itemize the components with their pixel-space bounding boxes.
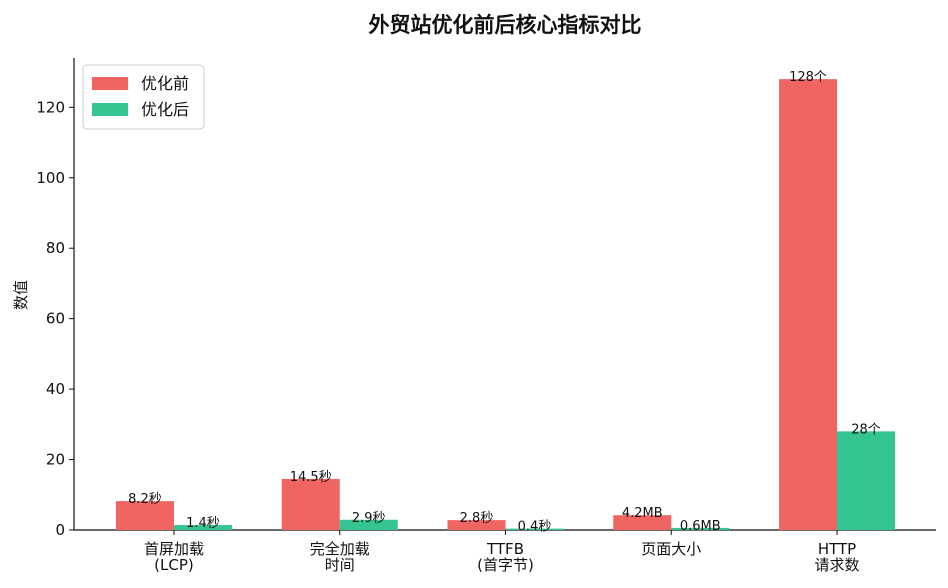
bar-after bbox=[837, 431, 896, 530]
data-label: 4.2MB bbox=[622, 506, 663, 521]
x-tick-label: 时间 bbox=[325, 556, 355, 574]
y-axis-label: 数值 bbox=[12, 280, 30, 310]
y-tick-label: 100 bbox=[36, 169, 65, 187]
legend-label: 优化后 bbox=[141, 100, 189, 119]
bar-before bbox=[613, 515, 672, 530]
data-label: 1.4秒 bbox=[186, 516, 220, 531]
y-tick-label: 40 bbox=[46, 380, 65, 398]
x-tick-label: TTFB bbox=[486, 540, 524, 558]
x-tick-label: 完全加载 bbox=[310, 540, 370, 558]
bar-before bbox=[779, 79, 838, 530]
x-tick-label: 页面大小 bbox=[641, 540, 701, 558]
bar-after bbox=[671, 527, 730, 530]
y-tick-label: 20 bbox=[46, 451, 65, 469]
x-tick-label: HTTP bbox=[818, 540, 856, 558]
data-label: 128个 bbox=[789, 70, 827, 85]
bar-after bbox=[173, 525, 232, 530]
x-tick-label: (首字节) bbox=[477, 556, 534, 574]
bar-after bbox=[339, 519, 398, 530]
bar-after bbox=[505, 528, 564, 530]
bar-before bbox=[281, 478, 340, 530]
bar-before bbox=[447, 520, 506, 530]
x-tick-label: (LCP) bbox=[154, 556, 194, 574]
bar-before bbox=[115, 501, 174, 530]
legend-swatch bbox=[92, 77, 128, 90]
y-tick-label: 0 bbox=[55, 521, 65, 539]
x-tick-label: 请求数 bbox=[815, 556, 860, 574]
y-tick-label: 80 bbox=[46, 239, 65, 257]
y-tick-label: 60 bbox=[46, 310, 65, 328]
data-label: 14.5秒 bbox=[290, 470, 332, 485]
x-tick-label: 首屏加载 bbox=[144, 540, 204, 558]
data-label: 2.8秒 bbox=[460, 511, 494, 526]
legend-label: 优化前 bbox=[141, 74, 189, 93]
y-tick-label: 120 bbox=[36, 98, 65, 116]
data-label: 0.6MB bbox=[680, 519, 721, 534]
data-label: 8.2秒 bbox=[128, 492, 162, 507]
legend-swatch bbox=[92, 103, 128, 116]
data-label: 0.4秒 bbox=[518, 520, 552, 535]
data-label: 2.9秒 bbox=[352, 511, 386, 526]
chart-title: 外贸站优化前后核心指标对比 bbox=[369, 13, 642, 37]
data-label: 28个 bbox=[851, 422, 881, 437]
